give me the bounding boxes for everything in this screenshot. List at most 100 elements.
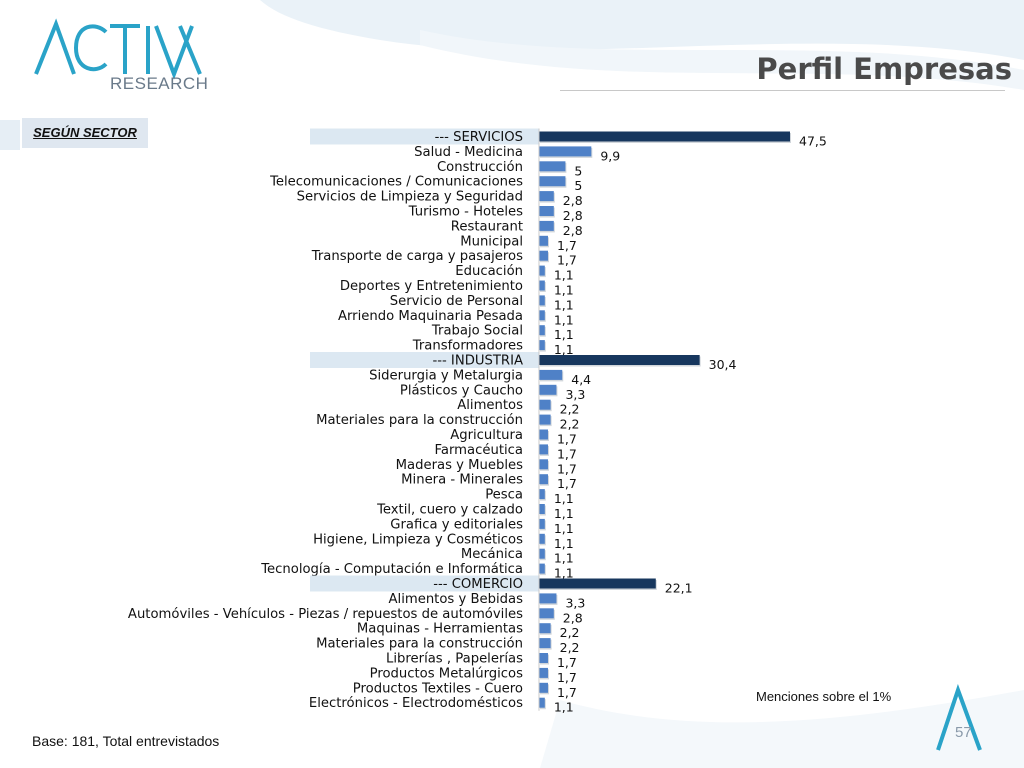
category-label: Grafica y editoriales — [390, 517, 523, 532]
bar — [539, 161, 566, 172]
bar — [539, 667, 548, 678]
data-label: 1,7 — [557, 655, 577, 670]
bar — [539, 563, 545, 574]
bar — [539, 697, 545, 708]
category-label: --- INDUSTRIA — [432, 354, 523, 369]
bar — [539, 220, 554, 231]
title-divider — [560, 90, 1005, 91]
data-label: 3,3 — [565, 387, 585, 402]
category-label: Educación — [455, 263, 523, 279]
bar — [539, 176, 566, 187]
category-label: Mecánica — [461, 546, 523, 562]
bar — [539, 369, 563, 380]
bar — [539, 280, 545, 291]
category-label: Transporte de carga y pasajeros — [311, 249, 523, 264]
category-label: Plásticos y Caucho — [400, 382, 523, 398]
bar — [539, 146, 592, 157]
mentions-note: Menciones sobre el 1% — [756, 689, 892, 704]
data-label: 1,1 — [554, 342, 574, 357]
data-label: 1,7 — [557, 238, 577, 253]
category-label: Telecomunicaciones / Comunicaciones — [269, 175, 523, 190]
category-label: Tecnología - Computación e Informática — [260, 561, 523, 577]
category-label: Salud - Medicina — [414, 145, 523, 160]
data-label: 22,1 — [665, 581, 693, 596]
category-label: Minera - Minerales — [401, 473, 523, 488]
bar — [539, 593, 557, 604]
category-label: Textil, cuero y calzado — [376, 503, 523, 518]
category-label: Arriendo Maquinaria Pesada — [338, 309, 523, 324]
category-label: --- COMERCIO — [433, 577, 523, 592]
bar — [539, 504, 545, 514]
category-label: --- SERVICIOS — [435, 130, 523, 145]
base-note: Base: 181, Total entrevistados — [32, 733, 220, 749]
category-label: Productos Textiles - Cuero — [353, 681, 523, 696]
bar — [539, 414, 551, 425]
data-label: 3,3 — [565, 595, 585, 610]
bar — [539, 653, 548, 663]
data-label: 1,7 — [557, 432, 577, 447]
data-label: 1,1 — [554, 506, 574, 521]
bar — [539, 399, 551, 410]
page-title: Perfil Empresas — [756, 52, 1012, 86]
data-label: 1,7 — [557, 670, 577, 685]
bar — [539, 295, 545, 306]
bar — [539, 548, 545, 559]
data-label: 1,1 — [554, 312, 574, 327]
data-label: 1,1 — [554, 521, 574, 536]
data-label: 1,1 — [554, 327, 574, 342]
bar — [539, 518, 545, 529]
section-label: SEGÚN SECTOR — [33, 125, 137, 140]
category-label: Construcción — [437, 159, 523, 175]
data-label: 1,1 — [554, 551, 574, 566]
category-label: Productos Metalúrgicos — [370, 665, 524, 681]
category-label: Transformadores — [412, 339, 523, 354]
bar — [539, 235, 548, 246]
bar — [539, 533, 545, 544]
bar — [539, 355, 700, 365]
data-label: 1,1 — [554, 268, 574, 283]
category-label: Alimentos — [457, 398, 523, 413]
category-label: Materiales para la construcción — [316, 412, 523, 428]
bar — [539, 474, 548, 485]
bar — [539, 250, 548, 261]
category-label: Turismo - Hoteles — [408, 205, 523, 220]
category-label: Maquinas - Herramientas — [357, 622, 523, 637]
group-label-band — [310, 128, 539, 145]
bar — [539, 623, 551, 634]
bar — [539, 131, 790, 142]
bar — [539, 608, 554, 619]
data-label: 2,2 — [560, 640, 580, 655]
category-label: Alimentos y Bebidas — [389, 592, 524, 607]
data-label: 5 — [574, 163, 582, 178]
category-label: Librerías , Papelerías — [386, 651, 523, 667]
data-label: 2,2 — [560, 417, 580, 432]
data-label: 2,8 — [563, 223, 583, 238]
section-label-box: SEGÚN SECTOR — [22, 118, 148, 148]
data-label: 9,9 — [600, 148, 620, 163]
bar — [539, 310, 545, 321]
bar — [539, 191, 554, 202]
category-label: Automóviles - Vehículos - Piezas / repue… — [128, 606, 523, 622]
category-label: Agricultura — [450, 428, 523, 443]
bar — [539, 578, 656, 589]
bar — [539, 682, 548, 693]
category-label: Electrónicos - Electrodomésticos — [309, 695, 523, 711]
data-label: 1,7 — [557, 253, 577, 268]
category-label: Servicio de Personal — [390, 294, 523, 309]
data-label: 1,1 — [554, 491, 574, 506]
group-label-band — [310, 575, 539, 592]
data-label: 2,8 — [563, 193, 583, 208]
bar — [539, 429, 548, 440]
data-label: 30,4 — [709, 357, 737, 372]
category-label: Servicios de Limpieza y Seguridad — [297, 190, 523, 205]
data-label: 1,7 — [557, 685, 577, 700]
bar — [539, 489, 545, 500]
data-label: 1,1 — [554, 297, 574, 312]
data-label: 2,2 — [560, 625, 580, 640]
bar — [539, 206, 554, 216]
data-label: 1,7 — [557, 446, 577, 461]
activa-logo — [34, 18, 202, 80]
data-label: 1,7 — [557, 461, 577, 476]
category-label: Materiales para la construcción — [316, 636, 523, 652]
